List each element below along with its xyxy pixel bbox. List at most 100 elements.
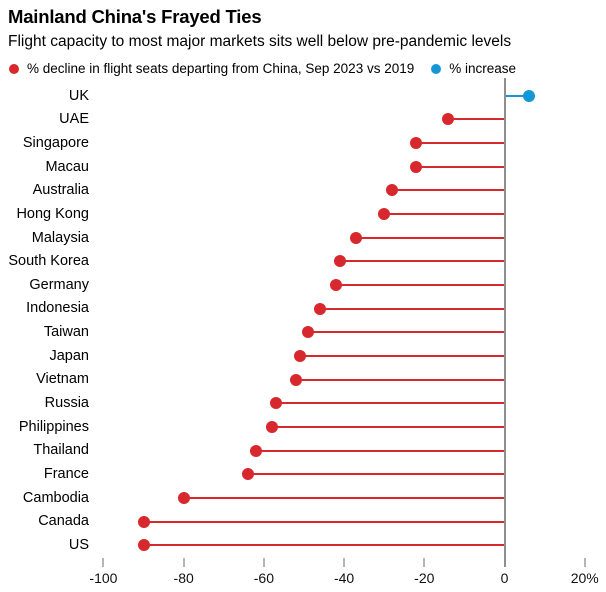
category-label: South Korea — [8, 253, 89, 270]
lollipop-dot — [378, 208, 391, 221]
row-track — [89, 368, 606, 392]
lollipop-dot — [265, 421, 278, 434]
lollipop-stem — [271, 426, 505, 429]
lollipop-stem — [448, 118, 505, 121]
category-label: Japan — [49, 347, 89, 364]
category-label: Vietnam — [36, 371, 89, 388]
row-track — [89, 344, 606, 368]
plot-area: UK UAE Singapore Macau Australia Hong Kong Mal… — [0, 78, 606, 586]
chart-row: France — [0, 463, 606, 487]
lollipop-dot — [177, 491, 190, 504]
row-track — [89, 510, 606, 534]
lollipop-dot — [314, 302, 327, 315]
category-label: Taiwan — [43, 324, 89, 341]
chart-row: Taiwan — [0, 321, 606, 345]
chart-row: Singapore — [0, 131, 606, 155]
lollipop-dot — [241, 468, 254, 481]
category-label: Macau — [45, 158, 89, 175]
category-label: Singapore — [22, 134, 89, 151]
row-track — [89, 321, 606, 345]
lollipop-stem — [504, 94, 529, 97]
chart-legend: % decline in flight seats departing from… — [9, 60, 516, 77]
x-axis-tick — [102, 558, 105, 567]
row-track — [89, 108, 606, 132]
lollipop-dot — [386, 184, 399, 197]
chart-row: South Korea — [0, 250, 606, 274]
chart-row: UK — [0, 84, 606, 108]
category-label: UK — [68, 87, 89, 104]
lollipop-stem — [143, 520, 505, 523]
row-track — [89, 250, 606, 274]
x-axis-tick-label: -80 — [173, 570, 194, 586]
lollipop-dot — [137, 539, 150, 552]
chart-row: US — [0, 533, 606, 557]
category-label: UAE — [59, 111, 89, 128]
chart-title: Mainland China's Frayed Ties — [8, 6, 262, 27]
x-axis-tick-label: -40 — [333, 570, 355, 586]
row-track — [89, 179, 606, 203]
lollipop-stem — [247, 473, 505, 476]
lollipop-dot — [334, 255, 347, 268]
category-label: Hong Kong — [16, 205, 89, 222]
x-axis-tick — [423, 558, 426, 567]
x-axis-tick — [262, 558, 265, 567]
lollipop-dot — [410, 160, 423, 173]
lollipop-stem — [143, 544, 505, 547]
zero-axis-line — [503, 78, 506, 567]
row-track — [89, 297, 606, 321]
chart-row: Thailand — [0, 439, 606, 463]
lollipop-stem — [295, 378, 505, 381]
row-track — [89, 486, 606, 510]
lollipop-dot — [442, 113, 455, 126]
legend-decline-label: % decline in flight seats departing from… — [27, 61, 415, 76]
lollipop-stem — [183, 496, 505, 499]
x-axis-tick-label: 20% — [570, 570, 599, 586]
chart-row: Indonesia — [0, 297, 606, 321]
chart-row: Canada — [0, 510, 606, 534]
lollipop-dot — [410, 137, 423, 150]
category-label: Thailand — [33, 442, 89, 459]
x-axis-tick-label: -60 — [253, 570, 274, 586]
chart-rows: UK UAE Singapore Macau Australia Hong Kong Mal… — [0, 84, 606, 557]
lollipop-stem — [416, 165, 505, 168]
row-track — [89, 533, 606, 557]
category-label: US — [68, 537, 89, 554]
chart-row: Germany — [0, 273, 606, 297]
category-label: Canada — [38, 513, 89, 530]
lollipop-stem — [336, 284, 505, 287]
lollipop-stem — [340, 260, 505, 263]
chart-row: Malaysia — [0, 226, 606, 250]
category-label: Cambodia — [22, 489, 89, 506]
lollipop-dot — [137, 515, 150, 528]
row-track — [89, 155, 606, 179]
lollipop-stem — [356, 236, 505, 239]
legend-item-decline: % decline in flight seats departing from… — [9, 61, 414, 76]
lollipop-dot — [249, 444, 262, 457]
row-track — [89, 226, 606, 250]
lollipop-stem — [275, 402, 505, 405]
row-track — [89, 415, 606, 439]
legend-item-increase: % increase — [431, 61, 516, 76]
x-axis-tick-label: 0 — [500, 570, 509, 586]
row-track — [89, 84, 606, 108]
chart-row: Australia — [0, 179, 606, 203]
x-axis-tick — [182, 558, 185, 567]
row-track — [89, 202, 606, 226]
lollipop-dot — [301, 326, 314, 339]
chart-row: Macau — [0, 155, 606, 179]
lollipop-stem — [320, 307, 505, 310]
x-axis-tick-label: -20 — [414, 570, 435, 586]
x-axis: -100 -80 -60 -40 -20 0 20% — [0, 557, 606, 589]
category-label: Germany — [29, 276, 89, 293]
row-track — [89, 131, 606, 155]
row-track — [89, 463, 606, 487]
lollipop-dot — [330, 279, 343, 292]
row-track — [89, 273, 606, 297]
chart-row: Philippines — [0, 415, 606, 439]
category-label: France — [43, 466, 89, 483]
lollipop-dot — [522, 89, 535, 102]
chart-subtitle: Flight capacity to most major markets si… — [8, 33, 512, 50]
x-axis-tick-label: -100 — [89, 570, 118, 586]
category-label: Russia — [44, 395, 89, 412]
